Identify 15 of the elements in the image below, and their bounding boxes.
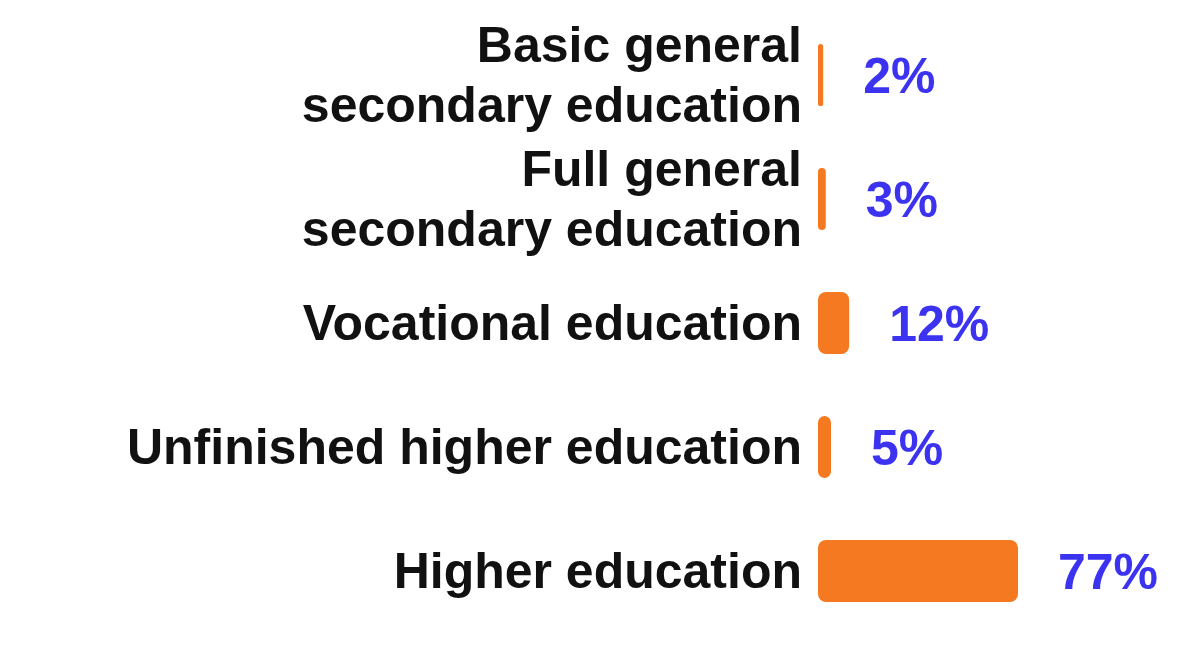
bar xyxy=(818,44,824,106)
data-label: 5% xyxy=(870,419,944,476)
bar xyxy=(818,292,850,354)
y-tick-label: Basic general secondary education xyxy=(301,17,802,133)
y-tick-label: Higher education xyxy=(393,543,802,599)
data-label: 3% xyxy=(865,171,939,228)
data-label: 2% xyxy=(863,47,936,104)
y-tick-label: Vocational education xyxy=(302,295,802,351)
y-tick-label: Unfinished higher education xyxy=(126,419,802,475)
data-label: 77% xyxy=(1058,543,1159,600)
bar xyxy=(818,540,1018,602)
y-tick-label: Full general secondary education xyxy=(301,141,802,257)
bar xyxy=(818,416,831,478)
bar xyxy=(818,168,826,230)
data-label: 12% xyxy=(889,295,990,352)
